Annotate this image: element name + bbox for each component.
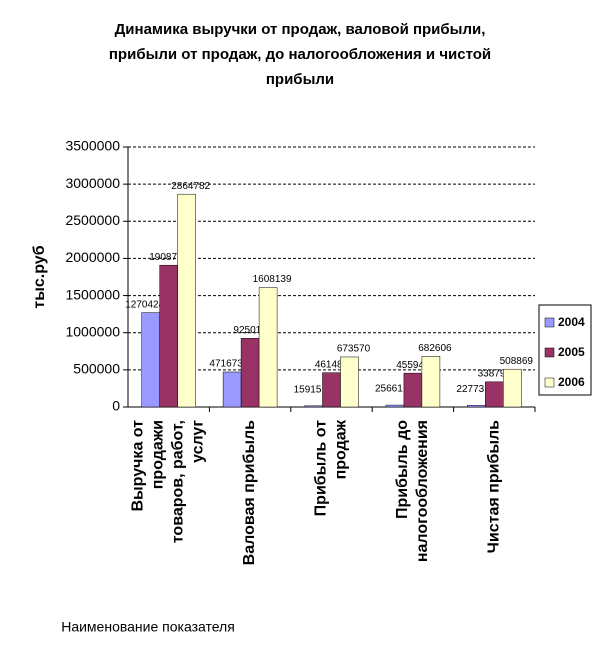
x-axis-label: Наименование показателя [61,619,235,635]
value-label: 471673 [209,359,243,370]
value-label: 15915 [294,384,322,395]
y-tick-label: 1000000 [65,323,120,339]
legend-swatch [544,317,555,328]
y-tick-label: 0 [112,398,120,414]
value-label: 25661 [375,384,403,395]
chart-title: прибыли от продаж, до налогообложения и … [109,46,491,63]
value-label: 1270424 [125,299,164,310]
value-label: 682606 [418,343,452,354]
value-label: 338794 [478,368,512,379]
chart-title: прибыли [266,71,334,88]
bar [159,264,178,408]
bar [467,405,486,408]
value-label: 925016 [233,325,267,336]
x-tick-label: Прибыль до налогообложения [394,420,431,562]
value-label: 508869 [500,356,534,367]
y-tick-label: 1500000 [65,286,120,302]
value-label: 461484 [315,359,349,370]
bar [421,356,441,408]
bar [385,404,405,408]
bar [340,356,359,408]
legend-box [538,304,592,396]
x-tick-label: Выручка от продажи товаров, работ, услуг [130,420,207,544]
legend-label: 2006 [558,375,585,389]
y-tick-label: 3500000 [65,138,120,154]
value-label: 673570 [337,344,371,355]
bar [322,372,341,408]
bar [403,372,423,408]
value-label: 2864782 [171,181,210,192]
x-tick-label: Валовая прибыль [241,420,258,565]
bar [222,371,242,408]
legend-swatch [544,347,555,358]
y-tick-label: 3000000 [65,175,120,191]
value-label: 1908737 [149,252,188,263]
bar [485,381,504,408]
legend-label: 2004 [558,315,585,329]
bar [240,338,260,408]
value-label: 455947 [396,360,430,371]
value-label: 22773 [456,384,484,395]
x-tick-label: Прибыль от продаж [313,419,350,516]
y-tick-label: 2000000 [65,249,120,265]
y-tick-label: 2500000 [65,212,120,228]
bar [503,368,522,408]
value-label: 1608139 [253,274,292,285]
bar [304,405,323,408]
legend-label: 2005 [558,345,585,359]
x-tick-label: Чистая прибыль [486,420,503,553]
bar [258,287,278,408]
bar [141,312,160,408]
bar [177,193,196,408]
y-axis-label: тыс.руб [31,245,48,308]
legend-swatch [544,377,555,388]
y-tick-label: 500000 [73,361,120,377]
chart-title: Динамика выручки от продаж, валовой приб… [115,21,486,38]
